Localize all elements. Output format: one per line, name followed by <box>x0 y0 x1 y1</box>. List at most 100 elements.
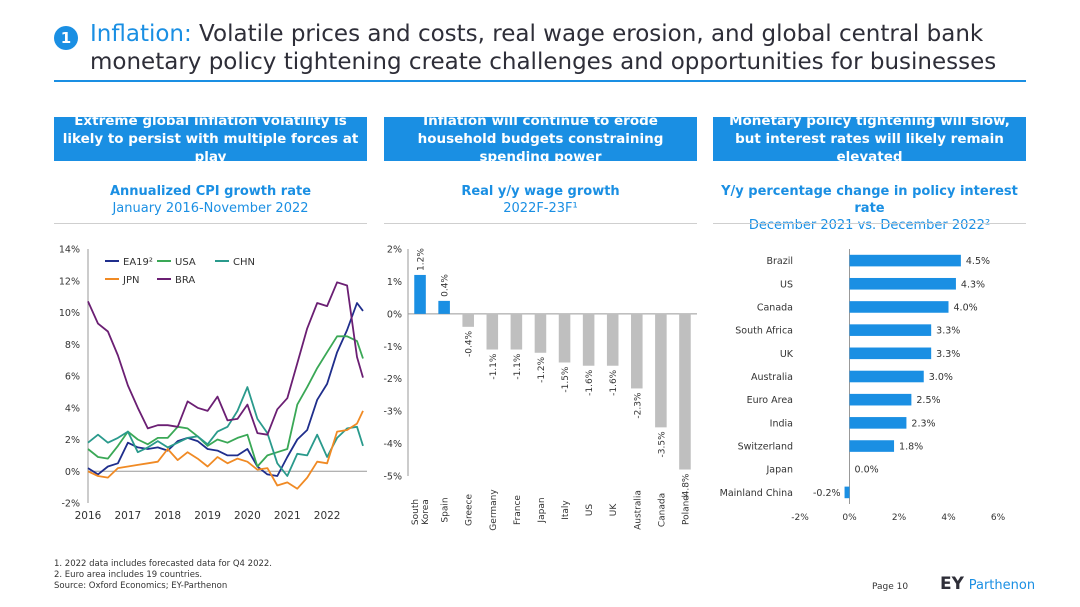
rate-category-label: India <box>770 418 793 429</box>
wage-bar <box>414 274 426 314</box>
wage-category-label: Canada <box>657 493 667 527</box>
rate-value-label: 2.3% <box>911 418 935 429</box>
wage-value-label: -2.3% <box>633 392 643 419</box>
wage-category-label: Australia <box>633 490 643 530</box>
panel-1-callout: Extreme global inflation volatility is l… <box>54 113 367 165</box>
rate-category-label: UK <box>780 349 794 360</box>
rate-category-label: Mainland China <box>720 488 793 499</box>
wage-category-label: Poland <box>681 495 691 525</box>
wage-bar <box>631 313 643 389</box>
footnote-1: 1. 2022 data includes forecasted data fo… <box>54 559 272 569</box>
rate-bar <box>849 440 895 452</box>
title-accent: Inflation: <box>90 21 192 47</box>
cpi-x-tick-label: 2021 <box>274 510 301 522</box>
rate-bar <box>849 370 924 383</box>
cpi-y-tick-label: 4% <box>65 403 80 414</box>
rate-value-label: 3.0% <box>929 372 953 383</box>
chart-1-title: Annualized CPI growth rate <box>109 184 312 199</box>
cpi-y-tick-label: 6% <box>65 372 80 383</box>
page-title: Inflation: Volatile prices and costs, re… <box>90 20 1050 76</box>
cpi-x-tick-label: 2019 <box>194 510 221 522</box>
chart-3-subtitle: December 2021 vs. December 2022² <box>748 218 991 233</box>
wage-bar <box>655 313 667 428</box>
cpi-x-tick-label: 2016 <box>75 510 102 522</box>
wage-bar <box>534 313 547 353</box>
wage-value-label: -3.5% <box>657 431 667 458</box>
wage-value-label: -1.2% <box>537 356 547 383</box>
wage-bar <box>438 300 450 314</box>
rate-x-tick-label: 2% <box>892 513 907 523</box>
logo-ey: EY <box>940 574 964 594</box>
panel-3-callout: Monetary policy tightening will slow, bu… <box>713 113 1026 165</box>
rate-category-label: Australia <box>751 372 793 383</box>
wage-category-label: South <box>411 499 421 525</box>
wage-y-tick-label: 1% <box>387 277 402 288</box>
cpi-legend-label: BRA <box>175 275 195 286</box>
source-note: Source: Oxford Economics; EY-Parthenon <box>54 581 228 591</box>
chart-1-title-block: Annualized CPI growth rate January 2016-N… <box>54 183 367 217</box>
cpi-series-line <box>87 410 364 490</box>
chart-2-subtitle: 2022F-23F¹ <box>503 201 578 216</box>
wage-category-label: Spain <box>441 497 451 522</box>
cpi-series-line <box>87 281 364 436</box>
rate-value-label: 3.3% <box>936 326 960 337</box>
wage-bar <box>462 313 474 327</box>
rate-category-label: Euro Area <box>747 395 793 406</box>
logo-parthenon: Parthenon <box>968 578 1036 593</box>
wage-value-label: -4.8% <box>681 473 691 500</box>
wage-y-tick-label: 2% <box>387 245 402 256</box>
wage-value-label: -0.4% <box>465 330 475 357</box>
rate-value-label: 2.5% <box>916 395 940 406</box>
wage-y-tick-label: -2% <box>384 374 403 385</box>
wage-category-label: US <box>585 504 595 517</box>
title-line-1: Volatile prices and costs, real wage ero… <box>191 21 984 47</box>
wage-value-label: -1.1% <box>489 353 499 380</box>
footnote-2: 2. Euro area includes 19 countries. <box>54 570 203 580</box>
cpi-x-tick-label: 2022 <box>314 510 341 522</box>
rate-bar <box>849 347 932 360</box>
wage-y-tick-label: -1% <box>384 342 403 353</box>
cpi-y-tick-label: 12% <box>59 276 80 287</box>
rate-bar <box>849 301 949 313</box>
cpi-y-tick-label: -2% <box>62 499 81 510</box>
wage-category-label: Korea <box>421 499 431 525</box>
cpi-series-line <box>87 335 364 468</box>
chart-2-title-rule <box>384 223 697 224</box>
cpi-legend-label: JPN <box>122 275 139 286</box>
chart-3-title-rule <box>713 223 1026 224</box>
wage-value-label: -1.1% <box>513 353 523 380</box>
cpi-y-tick-label: 8% <box>65 340 80 351</box>
rate-value-label: 1.8% <box>899 442 923 453</box>
rate-bar <box>849 324 932 336</box>
cpi-x-tick-label: 2018 <box>154 510 181 522</box>
wage-category-label: UK <box>609 503 619 517</box>
wage-category-label: Germany <box>489 489 499 531</box>
wage-bar <box>558 313 571 363</box>
wage-value-label: 1.2% <box>417 248 427 271</box>
wage-category-label: Greece <box>465 494 475 526</box>
rate-value-label: 4.3% <box>961 279 985 290</box>
wage-value-label: 0.4% <box>441 274 451 297</box>
rate-category-label: Brazil <box>766 256 793 267</box>
rate-x-tick-label: -2% <box>791 513 809 523</box>
rate-x-tick-label: 6% <box>991 513 1006 523</box>
rate-category-label: US <box>780 279 793 290</box>
cpi-series-line <box>87 386 364 477</box>
wage-category-label: Italy <box>561 500 571 520</box>
wage-category-label: France <box>513 495 523 525</box>
rate-x-tick-label: 0% <box>842 513 857 523</box>
page-number: Page 10 <box>872 582 909 592</box>
chart-3-title: Y/y percentage change in policy interest… <box>721 184 1018 216</box>
wage-bar <box>679 313 691 470</box>
panel-2-callout: Inflation will continue to erode househo… <box>384 113 697 165</box>
rate-category-label: Switzerland <box>738 442 793 453</box>
rate-bar <box>849 277 956 290</box>
rate-bar <box>849 254 961 267</box>
ey-parthenon-logo: EY Parthenon <box>940 574 1035 594</box>
wage-value-label: -1.6% <box>609 369 619 396</box>
wage-value-label: -1.6% <box>585 369 595 396</box>
chart-3-title-block: Y/y percentage change in policy interest… <box>713 183 1026 234</box>
